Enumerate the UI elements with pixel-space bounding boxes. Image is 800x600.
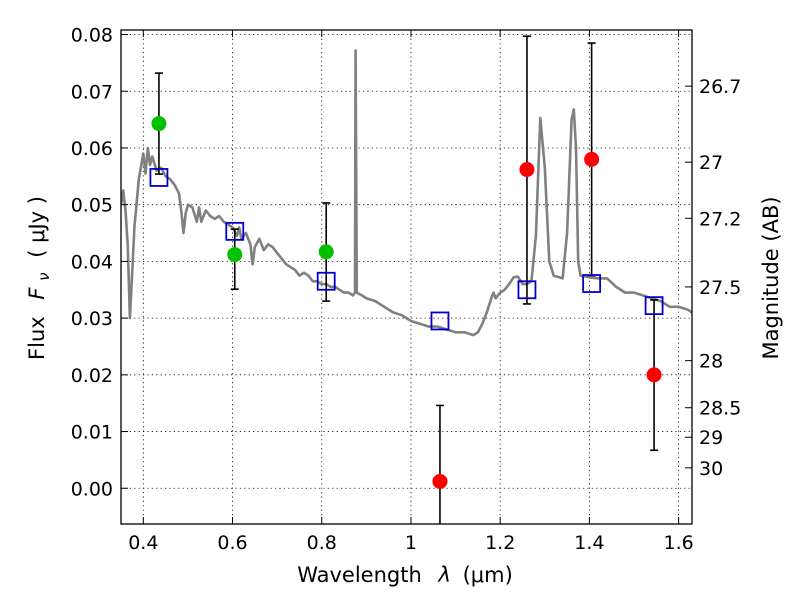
x-axis-symbol: λ bbox=[437, 563, 450, 587]
y2-tick-label: 28.5 bbox=[699, 398, 741, 420]
marginal-point bbox=[584, 151, 600, 167]
y-tick-label: 0.07 bbox=[71, 81, 113, 103]
model-band-square bbox=[517, 280, 537, 300]
x-axis-unit: (μm) bbox=[463, 563, 513, 587]
x-tick-label: 0.4 bbox=[128, 532, 158, 554]
detection-point bbox=[151, 116, 167, 132]
marginal-point bbox=[646, 367, 662, 383]
detection-point bbox=[318, 244, 334, 260]
y2-tick-label: 26.7 bbox=[699, 76, 741, 98]
y-axis-subscript: ν bbox=[35, 272, 53, 280]
y2-tick-label: 27.2 bbox=[699, 208, 741, 230]
x-axis-title: Wavelength λ (μm) bbox=[297, 563, 513, 587]
model-band-square bbox=[225, 221, 245, 241]
y-axis-label: Flux bbox=[25, 316, 49, 360]
y-tick-label: 0.01 bbox=[71, 422, 113, 444]
y-tick-label: 0.08 bbox=[71, 25, 113, 47]
marginal-point bbox=[432, 473, 448, 489]
x-tick-label: 1 bbox=[405, 532, 417, 554]
y2-tick-label: 29 bbox=[699, 427, 723, 449]
y2-tick-label: 30 bbox=[699, 458, 723, 480]
model-band-square bbox=[316, 271, 336, 291]
marginal-point bbox=[519, 162, 535, 178]
model-band-square bbox=[430, 311, 450, 331]
y-tick-label: 0.04 bbox=[71, 251, 113, 273]
model-layer bbox=[121, 49, 692, 337]
y2-tick-label: 28 bbox=[699, 351, 723, 373]
y-tick-label: 0.06 bbox=[71, 138, 113, 160]
marker-layer bbox=[149, 116, 664, 489]
y-axis-title: Flux F ν ( μJy ) bbox=[25, 196, 54, 360]
x-tick-label: 1.4 bbox=[574, 532, 604, 554]
x-tick-label: 1.6 bbox=[664, 532, 694, 554]
detection-point bbox=[227, 247, 243, 263]
y-axis-unit: ( μJy ) bbox=[25, 196, 49, 258]
plot-frame bbox=[120, 29, 693, 525]
y-tick-label: 0.02 bbox=[71, 365, 113, 387]
y-tick-label: 0.03 bbox=[71, 308, 113, 330]
model-band-square bbox=[149, 168, 169, 187]
y2-tick-label: 27 bbox=[699, 152, 723, 174]
y2-tick-label: 27.5 bbox=[699, 277, 741, 299]
y-tick-label: 0.00 bbox=[71, 478, 113, 500]
y-axis-symbol: F bbox=[25, 287, 49, 300]
x-axis-label: Wavelength bbox=[297, 563, 422, 587]
model-band-square bbox=[582, 274, 602, 293]
y2-axis-title: Magnitude (AB) bbox=[759, 196, 783, 359]
grid-layer bbox=[121, 30, 692, 524]
model-band-square bbox=[644, 296, 664, 316]
y-tick-label: 0.05 bbox=[71, 195, 113, 217]
x-tick-label: 1.2 bbox=[485, 532, 515, 554]
x-tick-label: 0.8 bbox=[307, 532, 337, 554]
model-spectrum-line bbox=[121, 49, 692, 337]
tick-layer: 0.4 0.6 0.8 1 1.2 1.4 1.6 0.00 0.01 0.02 0.03 0.04 0… bbox=[71, 25, 742, 554]
x-tick-label: 0.6 bbox=[217, 532, 247, 554]
